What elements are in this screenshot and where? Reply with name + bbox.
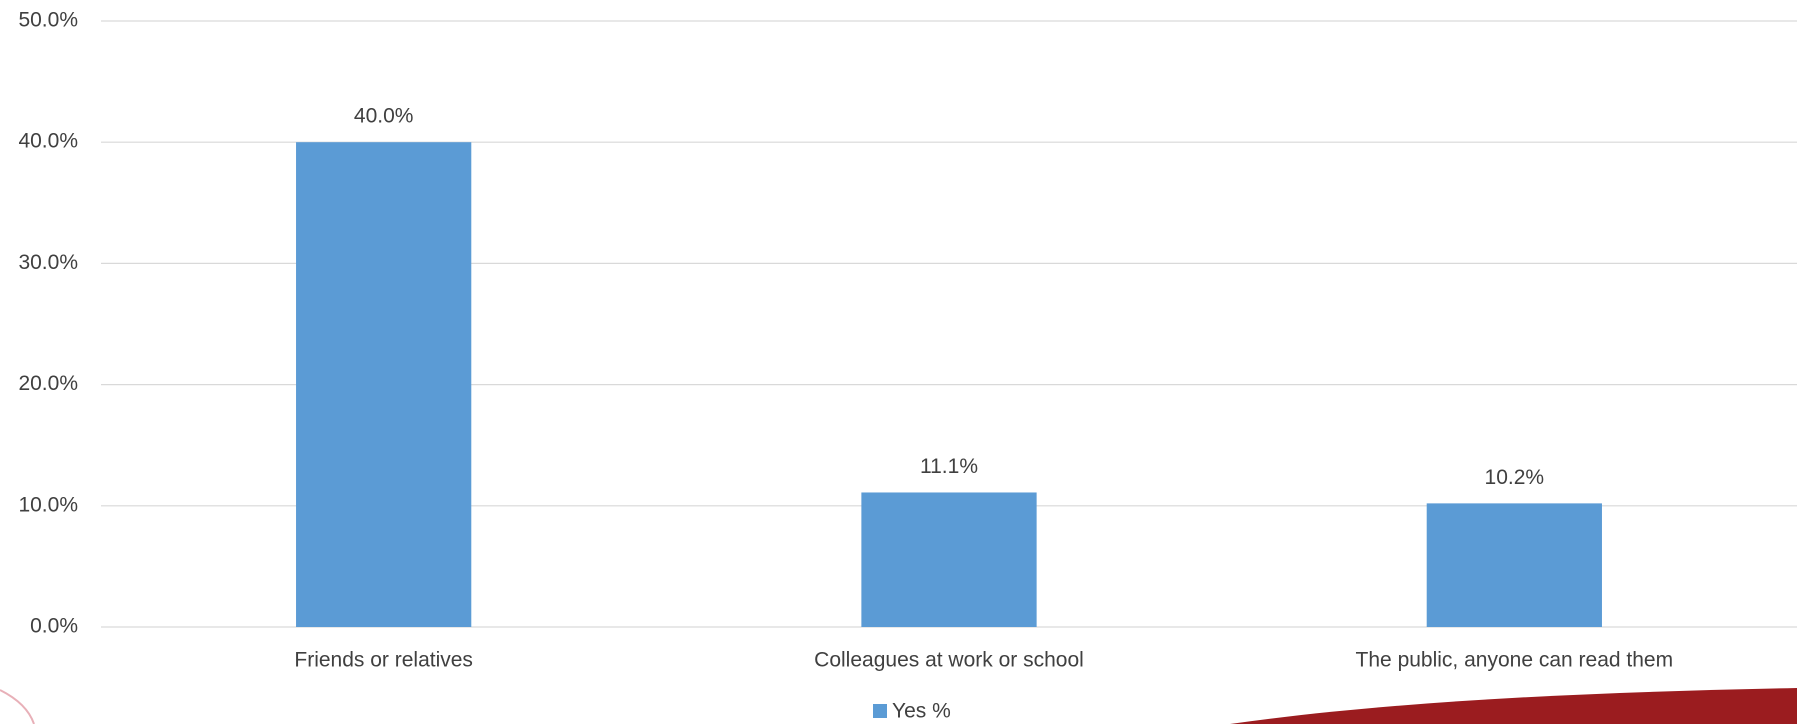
y-tick-label: 0.0% [30,615,78,638]
x-tick-label: The public, anyone can read them [1356,649,1674,672]
data-label: 10.2% [1485,466,1545,489]
legend-label: Yes % [892,700,951,723]
data-label: 11.1% [920,455,978,478]
data-label: 40.0% [354,105,414,128]
bar [861,492,1037,627]
decor-swoosh [1230,688,1797,724]
y-tick-label: 30.0% [18,251,78,274]
y-tick-label: 10.0% [18,493,78,516]
bar [296,142,472,627]
bar [1426,503,1602,627]
x-tick-label: Colleagues at work or school [814,649,1084,672]
decor-arc [0,689,35,724]
legend-swatch [873,704,887,718]
y-tick-label: 20.0% [18,372,78,395]
y-tick-label: 40.0% [18,130,78,153]
y-tick-label: 50.0% [18,9,78,32]
x-tick-label: Friends or relatives [294,649,473,672]
